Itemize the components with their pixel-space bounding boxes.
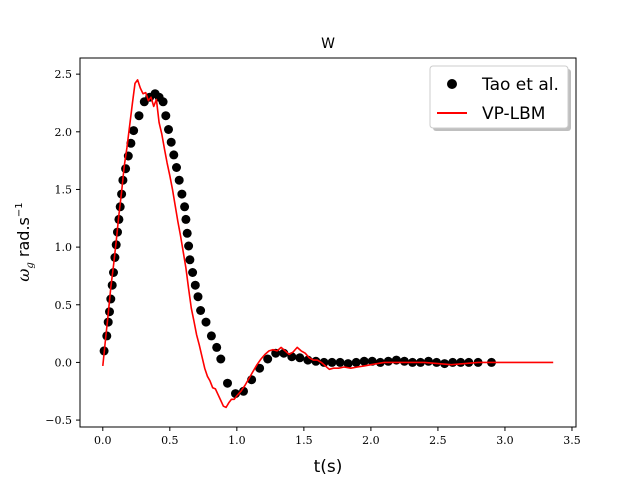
tao-data-point	[424, 356, 433, 366]
tao-data-point	[212, 342, 222, 352]
legend: Tao et al. VP-LBM	[429, 65, 571, 131]
tao-data-point	[196, 306, 206, 315]
tao-data-point	[107, 280, 117, 290]
x-tick-label: 1.5	[295, 434, 313, 447]
tao-data-point	[161, 111, 171, 121]
x-tick-label: 1.0	[228, 434, 246, 447]
tick-layer: 0.0 0.5 1.0 1.5 2.0 2.5 3.0 3.5 −0.5 0.0 0.5 1.0 1.5…	[45, 68, 580, 447]
tao-data-point	[177, 189, 187, 199]
tao-data-point	[164, 125, 173, 134]
tao-data-point	[126, 138, 136, 148]
tao-data-point	[169, 150, 179, 160]
tao-data-point	[399, 356, 409, 366]
x-tick-label: 3.0	[496, 434, 514, 447]
tao-data-point	[180, 202, 190, 212]
x-tick-label: 2.0	[362, 434, 380, 447]
y-axis-label: ωg rad.s−1	[14, 202, 36, 281]
y-tick-label: −0.5	[45, 414, 72, 427]
tao-data-point	[190, 280, 200, 290]
tao-data-point	[335, 357, 345, 367]
tao-data-point	[351, 357, 361, 367]
x-tick-label: 0.0	[94, 434, 112, 447]
legend-label-tao: Tao et al.	[481, 75, 559, 95]
tao-data-point	[263, 354, 273, 364]
tao-data-point	[184, 241, 194, 251]
legend-marker-tao	[447, 79, 457, 89]
tao-data-point	[106, 294, 116, 304]
tao-data-point	[158, 97, 168, 107]
tao-data-point	[464, 357, 474, 367]
tao-data-point	[188, 268, 198, 277]
x-tick-label: 3.5	[563, 434, 581, 447]
tao-data-point	[182, 228, 192, 238]
tao-data-point	[102, 331, 112, 341]
series-layer	[99, 79, 554, 409]
tao-data-point	[327, 357, 337, 367]
y-label-symbol: ω	[14, 269, 33, 282]
x-axis-label: t(s)	[314, 457, 343, 477]
chart-title: W	[321, 36, 335, 52]
y-tick-label: 1.5	[55, 183, 73, 196]
x-tick-label: 2.5	[429, 434, 447, 447]
tao-data-point	[391, 355, 401, 365]
tao-data-point	[448, 357, 458, 367]
y-tick-label: 0.0	[55, 356, 73, 369]
tao-data-point	[181, 214, 191, 224]
tao-data-point	[216, 354, 226, 364]
y-label-subscript: g	[25, 262, 36, 268]
tao-data-point	[343, 359, 353, 369]
tao-data-point	[201, 317, 211, 327]
tao-data-point	[239, 386, 248, 396]
tao-data-point	[134, 111, 144, 121]
legend-label-vplbm: VP-LBM	[482, 104, 545, 124]
tao-data-point	[174, 175, 184, 185]
x-tick-label: 0.5	[161, 434, 179, 447]
tao-data-point	[109, 268, 118, 277]
tao-data-point	[172, 163, 181, 172]
y-tick-label: 0.5	[55, 299, 73, 312]
y-tick-label: 2.5	[55, 68, 73, 81]
y-tick-label: 2.0	[55, 126, 73, 139]
y-label-exponent: −1	[14, 202, 25, 217]
tao-data-point	[185, 255, 195, 265]
tao-data-point	[311, 356, 321, 366]
tao-data-point	[319, 357, 329, 367]
vp-lbm-series-line	[102, 79, 554, 409]
tao-data-point	[255, 363, 265, 373]
tao-data-point	[193, 292, 203, 302]
plot-area: 0.0 0.5 1.0 1.5 2.0 2.5 3.0 3.5 −0.5 0.0 0.5 1.0 1.5…	[45, 57, 581, 447]
tao-data-point	[383, 356, 393, 366]
tao-data-point	[432, 357, 442, 367]
tao-data-point	[456, 357, 466, 367]
tao-data-point	[121, 164, 131, 174]
y-label-unit: rad.s	[14, 217, 33, 257]
y-tick-label: 1.0	[55, 241, 73, 254]
tao-data-point	[223, 378, 232, 388]
tao-data-point	[359, 356, 369, 366]
tao-data-point	[166, 137, 176, 147]
tao-data-point	[103, 317, 113, 327]
tao-data-point	[206, 331, 216, 341]
plot-frame	[79, 57, 577, 428]
tao-data-point	[129, 126, 139, 136]
tao-data-point	[105, 307, 114, 317]
tao-data-point	[295, 353, 305, 363]
